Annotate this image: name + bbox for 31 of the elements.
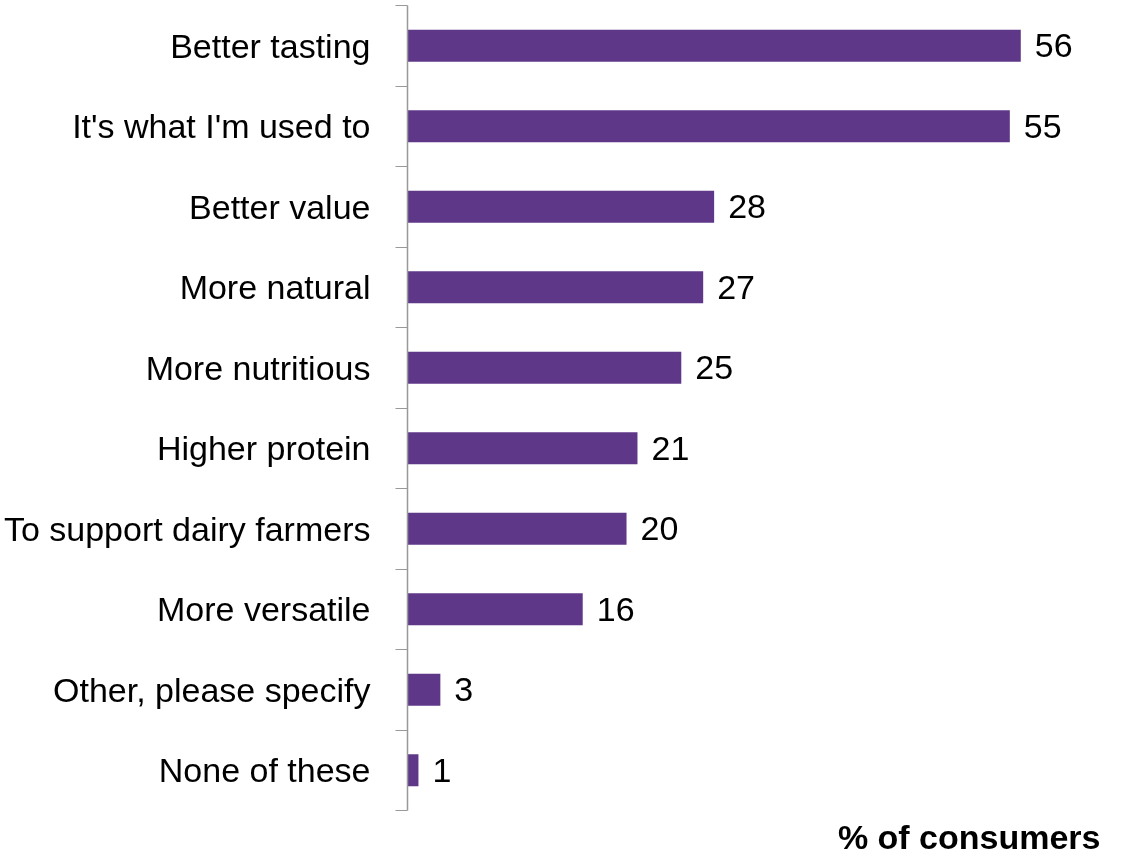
bar [407,190,715,223]
y-tick-label: More natural [179,268,371,307]
data-label: 3 [454,670,474,709]
bar [407,673,441,706]
y-tick-label: More versatile [156,590,371,629]
bar [407,432,638,465]
y-tick-label: Higher protein [156,429,371,468]
data-label: 20 [640,509,679,548]
y-tick-label: Other, please specify [53,670,371,709]
data-label: 21 [651,428,690,467]
y-tick-label: Better value [189,187,371,226]
y-tick-label: It's what I'm used to [72,107,371,146]
bar [407,110,1010,143]
bar [407,593,583,626]
data-label: 27 [717,267,756,306]
data-label: 28 [728,187,766,226]
y-tick-label: None of these [158,751,371,790]
bar [407,351,682,384]
x-axis-title: % of consumers [837,817,1101,856]
data-label: 16 [596,589,635,628]
data-label: 55 [1023,106,1062,145]
bar [407,271,704,304]
data-label: 1 [432,750,452,789]
bar [407,512,627,545]
data-label: 56 [1034,26,1073,65]
bar [407,29,1021,62]
bar [407,754,419,787]
y-tick-label: More nutritious [145,348,371,387]
data-label: 25 [695,348,734,387]
y-tick-label: To support dairy farmers [3,509,371,548]
y-tick-label: Better tasting [170,26,371,65]
